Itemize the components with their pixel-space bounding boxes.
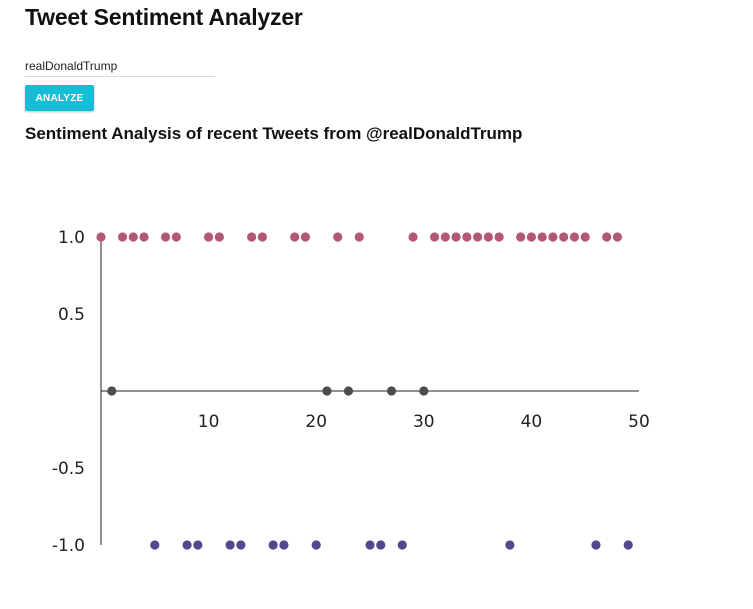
positive-point (408, 232, 418, 242)
chart-axes (100, 241, 639, 545)
positive-point (548, 232, 558, 242)
positive-point (569, 232, 580, 242)
y-tick-label: 0.5 (58, 305, 85, 325)
positive-point (473, 232, 483, 242)
positive-point (117, 232, 128, 242)
chart-points (96, 232, 633, 550)
username-input[interactable] (25, 56, 215, 77)
positive-point (526, 232, 537, 242)
positive-point (516, 232, 526, 242)
negative-point (311, 540, 321, 550)
negative-point (376, 540, 386, 550)
positive-point (451, 232, 461, 242)
positive-point (462, 232, 472, 242)
positive-point (580, 232, 590, 242)
chart-tick-labels: 10 20 30 40 50 1.0 0.5 -0.5 -1.0 (52, 228, 650, 556)
positive-point (354, 232, 364, 242)
positive-point (128, 232, 138, 242)
positive-point (171, 232, 181, 242)
y-tick-label: -0.5 (52, 459, 85, 479)
positive-point (612, 232, 623, 242)
positive-point (247, 232, 257, 242)
negative-point (236, 540, 246, 550)
negative-point (591, 540, 601, 550)
y-tick-label: -1.0 (52, 536, 85, 556)
negative-point (225, 540, 235, 550)
negative-point (623, 540, 633, 550)
positive-point (214, 232, 224, 242)
positive-point (257, 232, 267, 242)
positive-point (494, 232, 504, 242)
positive-point (429, 232, 440, 242)
negative-point (279, 540, 289, 550)
positive-point (537, 232, 547, 242)
negative-point (268, 540, 278, 550)
positive-point (333, 232, 343, 242)
negative-point (182, 540, 192, 550)
x-tick-label: 10 (198, 412, 220, 432)
neutral-point (322, 386, 332, 396)
chart-heading: Sentiment Analysis of recent Tweets from… (25, 124, 523, 143)
neutral-point (343, 386, 354, 396)
x-tick-label: 30 (413, 412, 435, 432)
neutral-point (419, 386, 429, 396)
positive-point (160, 232, 171, 242)
analyze-button[interactable]: ANALYZE (25, 85, 94, 111)
positive-point (559, 232, 569, 242)
positive-point (139, 232, 149, 242)
positive-point (440, 232, 450, 242)
negative-point (397, 540, 407, 550)
positive-point (204, 232, 214, 242)
neutral-point (107, 386, 117, 396)
positive-point (96, 232, 106, 242)
positive-point (602, 232, 612, 242)
positive-point (290, 232, 300, 242)
y-tick-label: 1.0 (58, 228, 85, 248)
negative-point (193, 540, 203, 550)
negative-point (365, 540, 375, 550)
neutral-point (386, 386, 397, 396)
x-tick-label: 50 (628, 412, 650, 432)
x-tick-label: 40 (521, 412, 543, 432)
negative-point (505, 540, 515, 550)
app-title: Tweet Sentiment Analyzer (25, 4, 303, 30)
x-tick-label: 20 (305, 412, 327, 432)
negative-point (150, 540, 160, 550)
positive-point (483, 232, 493, 242)
positive-point (300, 232, 311, 242)
